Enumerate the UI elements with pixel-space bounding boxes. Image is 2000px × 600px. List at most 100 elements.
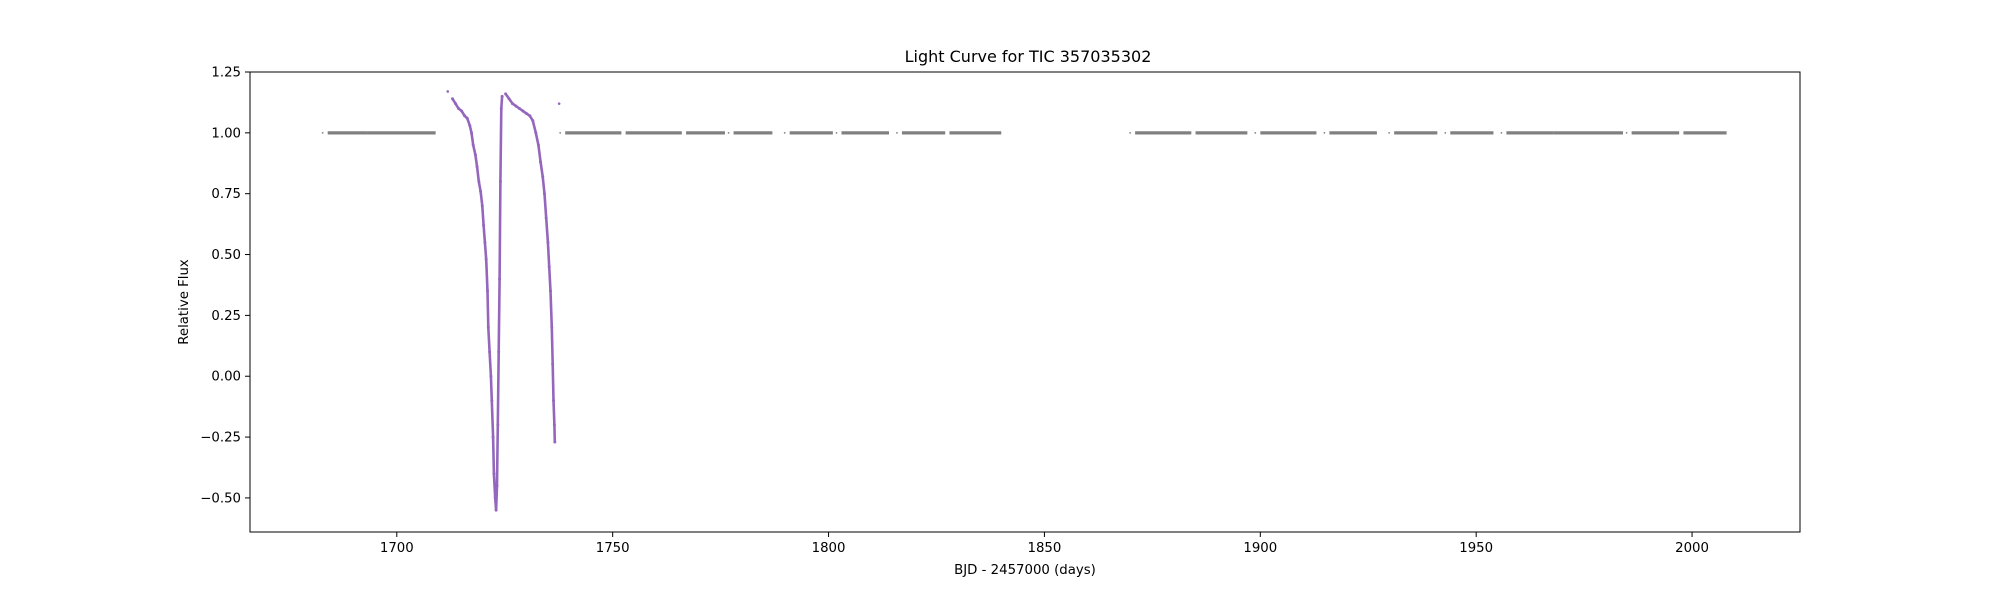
dip-flux-point	[475, 165, 479, 169]
dip-flux-point	[488, 350, 492, 354]
y-tick-label: −0.50	[200, 491, 241, 506]
baseline-edge-point	[783, 131, 786, 134]
baseline-edge-point	[1323, 131, 1326, 134]
baseline-edge-point	[680, 131, 682, 134]
baseline-edge-point	[619, 131, 622, 134]
dip-flux-point	[493, 496, 497, 500]
baseline-edge-point	[1444, 131, 1447, 134]
dip-flux-point	[552, 423, 556, 427]
y-tick-label: 0.00	[211, 370, 241, 385]
x-tick-label: 2000	[1675, 541, 1709, 556]
x-axis: 1700 1750 1800 1850 1900 1950 2000	[380, 532, 1709, 556]
dip-flux-point	[499, 107, 503, 111]
dip-flux-point	[536, 143, 540, 147]
y-tick-label: 1.25	[211, 66, 241, 81]
chart-title: Light Curve for TIC 357035302	[905, 47, 1152, 66]
dip-flux-point	[454, 102, 458, 106]
dip-flux-point	[514, 104, 518, 108]
dip-flux-point	[490, 399, 494, 403]
dip-flux-point	[480, 204, 484, 208]
dip-flux-point	[546, 240, 550, 244]
x-tick-label: 1850	[1028, 541, 1062, 556]
baseline-edge-point	[1625, 131, 1628, 134]
dip-flux-point	[494, 508, 498, 512]
dip-flux-point	[553, 440, 557, 444]
dip-flux-point	[482, 223, 486, 227]
y-axis-title: Relative Flux	[177, 259, 192, 345]
baseline-edge-point	[727, 131, 730, 134]
x-axis-title: BJD - 2457000 (days)	[954, 563, 1096, 578]
baseline-edge-point	[360, 131, 363, 134]
plot-area	[321, 90, 1727, 512]
dip-flux-point	[465, 116, 469, 120]
dip-flux-point	[463, 114, 467, 118]
plot-frame	[249, 71, 1801, 533]
dip-flux-point	[460, 109, 464, 113]
dip-flux-point	[544, 216, 548, 220]
dip-flux-point	[507, 97, 511, 101]
dip-flux-point	[500, 94, 504, 98]
dip-flux-point	[498, 277, 502, 281]
dip-flux-point	[521, 109, 525, 113]
dip-flux-point	[457, 107, 461, 111]
dip-flux-point	[517, 107, 521, 111]
dip-flux-point	[484, 257, 488, 261]
dip-flux-point	[450, 97, 454, 101]
dip-flux-point	[504, 92, 508, 96]
baseline-edge-point	[943, 131, 946, 134]
dip-flux-point	[547, 265, 551, 269]
y-tick-label: 1.00	[211, 126, 241, 141]
baseline-edge-point	[1677, 131, 1680, 134]
dip-flux-point	[524, 111, 528, 115]
dip-flux-point	[511, 102, 515, 106]
dip-flux-point	[539, 160, 543, 164]
dip-flux-point	[473, 153, 477, 157]
dip-outlier-point	[446, 90, 450, 93]
dip-flux-series	[446, 90, 561, 512]
y-tick-label: 0.25	[211, 309, 241, 324]
baseline-flux-series	[321, 131, 1727, 135]
baseline-edge-point	[1254, 131, 1257, 134]
dip-flux-point	[468, 124, 472, 128]
baseline-edge-point	[1129, 131, 1131, 134]
dip-flux-point	[534, 131, 538, 135]
baseline-edge-point	[835, 131, 838, 134]
dip-flux-point	[489, 374, 493, 378]
dip-flux-point	[498, 180, 502, 184]
dip-flux-point	[495, 484, 499, 488]
dip-flux-point	[549, 289, 553, 293]
y-tick-label: 0.50	[211, 248, 241, 263]
dip-flux-point	[552, 399, 556, 403]
dip-flux-point	[486, 326, 490, 330]
dip-flux-point	[471, 143, 475, 147]
y-tick-label: 0.75	[211, 187, 241, 202]
dip-flux-point	[469, 131, 473, 135]
dip-flux-point	[483, 240, 487, 244]
x-tick-label: 1950	[1459, 541, 1493, 556]
baseline-edge-point	[321, 131, 324, 134]
dip-flux-point	[492, 472, 496, 476]
x-tick-label: 1900	[1243, 541, 1277, 556]
dip-flux-point	[497, 350, 501, 354]
dip-flux-point	[550, 326, 554, 330]
dip-flux-point	[541, 175, 545, 179]
y-axis: 1.25 1.00 0.75 0.50 0.25 0.00 −0.25 −0.50	[200, 66, 250, 506]
x-tick-label: 1800	[812, 541, 846, 556]
baseline-edge-point	[559, 131, 562, 134]
baseline-edge-point	[1189, 131, 1192, 134]
dip-flux-point	[479, 189, 483, 193]
x-tick-label: 1700	[380, 541, 414, 556]
baseline-edge-point	[1500, 131, 1503, 134]
dip-flux-point	[496, 423, 500, 427]
y-tick-label: −0.25	[200, 431, 241, 446]
dip-flux-point	[528, 114, 532, 118]
dip-flux-point	[531, 119, 535, 123]
baseline-edge-point	[1388, 131, 1391, 134]
dip-flux-point	[485, 289, 489, 293]
x-tick-label: 1750	[596, 541, 630, 556]
dip-flux-point	[491, 435, 495, 439]
baseline-edge-point	[1547, 131, 1550, 134]
dip-flux-point	[477, 180, 481, 184]
